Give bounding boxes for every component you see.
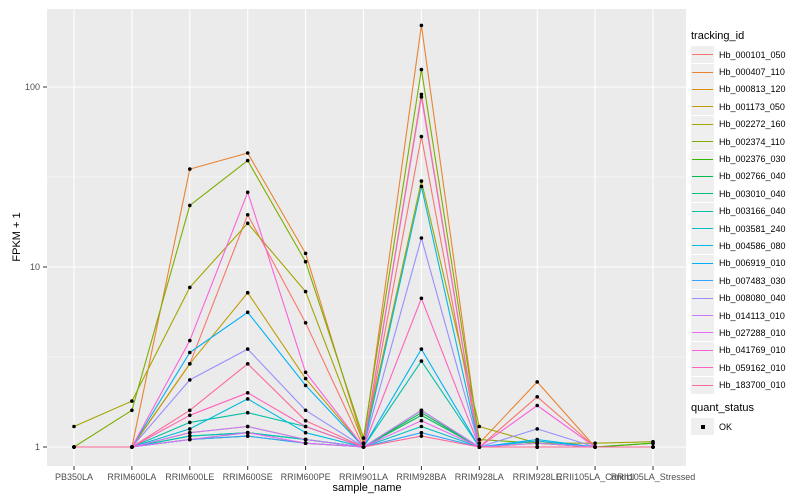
- legend-key-line-icon: [691, 289, 714, 307]
- x-tick-label: RRIM600LE: [165, 472, 215, 482]
- legend-item: Hb_006919_010: [691, 254, 799, 272]
- legend-item: Hb_027288_010: [691, 324, 799, 342]
- legend-key-line-icon: [691, 115, 714, 133]
- legend-item-label: OK: [719, 421, 733, 432]
- x-tick-label: RRII105LA_Stressed: [610, 472, 696, 482]
- legend-key-line-icon: [691, 150, 714, 168]
- legend-item: Hb_002374_110: [691, 133, 799, 151]
- legend-item: Hb_041769_010: [691, 341, 799, 359]
- legend-item-label: Hb_027288_010: [719, 327, 786, 338]
- legend-item-label: Hb_000813_120: [719, 84, 786, 95]
- legend-key-line-icon: [691, 341, 714, 359]
- legend-key-line-icon: [691, 307, 714, 325]
- legend-item: Hb_003010_040: [691, 185, 799, 203]
- x-axis-title: sample_name: [332, 482, 402, 494]
- legend-item-label: Hb_006919_010: [719, 258, 786, 269]
- legend-item-label: Hb_001173_050: [719, 101, 785, 112]
- legend-key-line-icon: [691, 46, 714, 64]
- x-tick-label: RRIM600SE: [222, 472, 273, 482]
- legend-key-line-icon: [691, 167, 714, 185]
- legend-key-line-icon: [691, 324, 714, 342]
- legend-item-label: Hb_002376_030: [719, 154, 786, 165]
- legend-items-tracking-id: Hb_000101_050 Hb_000407_110 Hb_000813_120 H…: [691, 46, 799, 394]
- legend-item: Hb_003166_040: [691, 202, 799, 220]
- legend-item: Hb_000101_050: [691, 46, 799, 64]
- legend-item-label: Hb_002272_160: [719, 119, 786, 130]
- x-tick-label: RRII105LA_Control: [556, 472, 635, 482]
- legend-item-label: Hb_014113_010: [719, 310, 785, 321]
- legend-key-line-icon: [691, 359, 714, 377]
- x-tick-label: RRIM901LA: [338, 472, 389, 482]
- quant-ok-point-icon: [691, 418, 714, 435]
- legend-item: Hb_059162_010: [691, 359, 799, 377]
- legend-key-line-icon: [691, 272, 714, 290]
- legend-item: Hb_003581_240: [691, 220, 799, 238]
- legend-item-label: Hb_059162_010: [719, 362, 786, 373]
- legend-item-label: Hb_000407_110: [719, 67, 785, 78]
- legend-item-label: Hb_003010_040: [719, 188, 786, 199]
- legend-item-label: Hb_003581_240: [719, 223, 786, 234]
- y-tick-label: 10: [29, 262, 40, 272]
- legend-item-label: Hb_041769_010: [719, 345, 786, 356]
- legend-item-label: Hb_003166_040: [719, 206, 786, 217]
- legend-item: Hb_002272_160: [691, 115, 799, 133]
- legend-item: Hb_002376_030: [691, 150, 799, 168]
- legend-item-label: Hb_000101_050: [719, 49, 786, 60]
- x-tick-label: RRIM928BA: [396, 472, 447, 482]
- legend-item-label: Hb_007483_030: [719, 275, 786, 286]
- x-tick-label: PB350LA: [54, 472, 94, 482]
- y-tick-label: 1: [34, 442, 40, 452]
- legend-item: Hb_000813_120: [691, 80, 799, 98]
- legend-key-line-icon: [691, 133, 714, 151]
- legend-item-label: Hb_002374_110: [719, 136, 785, 147]
- legend-item: Hb_002766_040: [691, 167, 799, 185]
- y-tick-label: 100: [24, 82, 40, 92]
- legend-item: Hb_014113_010: [691, 307, 799, 325]
- legend-item: Hb_008080_040: [691, 289, 799, 307]
- legend-item: Hb_004586_080: [691, 237, 799, 255]
- legend-item-label: Hb_004586_080: [719, 240, 786, 251]
- legend-key-line-icon: [691, 376, 714, 394]
- y-axis-title: FPKM + 1: [11, 212, 23, 262]
- legend-item-label: Hb_183700_010: [719, 380, 786, 391]
- legend-item-label: Hb_002766_040: [719, 171, 786, 182]
- legend-item: Hb_007483_030: [691, 272, 799, 290]
- legend-key-line-icon: [691, 254, 714, 272]
- legend-title-quant-status: quant_status: [691, 401, 754, 414]
- x-tick-label: RRIM600PE: [280, 472, 331, 482]
- legend-key-line-icon: [691, 63, 714, 81]
- legend: tracking_id Hb_000101_050 Hb_000407_110 Hb…: [691, 30, 799, 435]
- legend-key-line-icon: [691, 202, 714, 220]
- x-tick-label: RRIM600LA: [107, 472, 157, 482]
- legend-item: Hb_001173_050: [691, 98, 799, 116]
- x-tick-label: RRIM928LE: [512, 472, 562, 482]
- legend-item-label: Hb_008080_040: [719, 293, 786, 304]
- legend-key-line-icon: [691, 98, 714, 116]
- legend-item: Hb_000407_110: [691, 63, 799, 81]
- legend-item: Hb_183700_010: [691, 376, 799, 394]
- legend-item-quant-ok: OK: [691, 418, 799, 435]
- legend-key-line-icon: [691, 220, 714, 238]
- legend-title-tracking-id: tracking_id: [691, 30, 745, 42]
- x-tick-label: RRIM928LA: [454, 472, 504, 482]
- legend-key-line-icon: [691, 185, 714, 203]
- legend-key-line-icon: [691, 237, 714, 255]
- legend-key-line-icon: [691, 80, 714, 98]
